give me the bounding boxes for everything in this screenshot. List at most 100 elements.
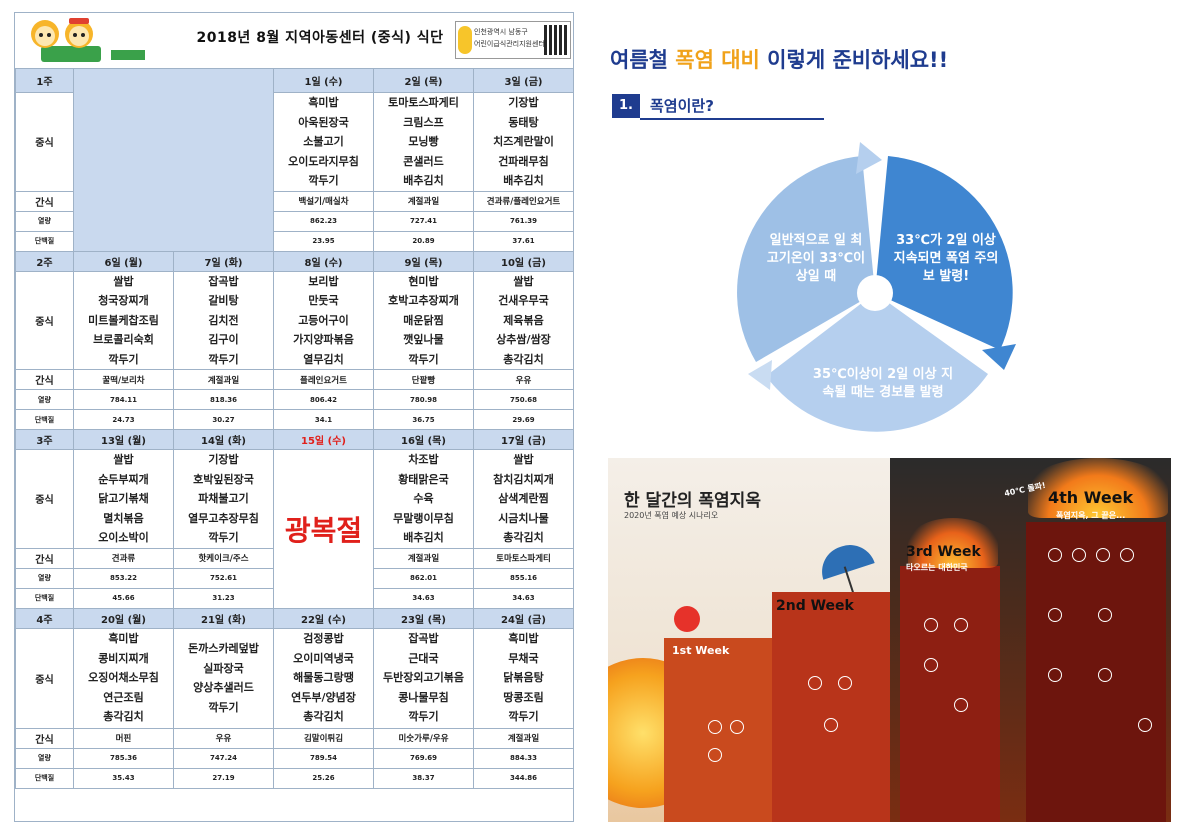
dish: 소불고기 xyxy=(303,135,344,148)
snack-cell: 계절과일 xyxy=(373,190,474,212)
dish: 총각김치 xyxy=(303,710,344,724)
lunch-label: 중식 xyxy=(15,92,74,192)
lunch-cell: 흑미밥 무채국 닭볶음탕 땅콩조림 깍두기 xyxy=(473,627,574,729)
snack-label: 간식 xyxy=(15,727,74,749)
section-title: 폭염이란? xyxy=(650,97,714,115)
day-header: 23일 (목) xyxy=(373,607,474,629)
dish: 검정콩밥 xyxy=(303,632,344,646)
week4-sublabel: 폭염지옥, 그 끝은... xyxy=(1056,511,1126,520)
info-icon xyxy=(1098,608,1112,622)
week4-protein-row: 단백질 35.43 27.19 25.26 38.37 344.86 xyxy=(15,767,574,789)
dish: 콩나물무침 xyxy=(398,690,449,704)
dish: 제육볶음 xyxy=(503,313,544,327)
dish: 만둣국 xyxy=(308,294,339,307)
info-icon xyxy=(1138,718,1152,732)
lunch-cell: 현미밥 호박고추장찌개 매운닭찜 깻잎나물 깍두기 xyxy=(373,270,474,370)
dish: 닭볶음탕 xyxy=(503,671,544,685)
dish: 잡곡밥 xyxy=(208,274,239,288)
lunch-cell: 흑미밥 아욱된장국 소불고기 오이도라지무침 깍두기 xyxy=(273,92,374,192)
protein-cell: 20.89 xyxy=(373,230,474,252)
dish: 멸치볶음 xyxy=(103,511,144,525)
cycle-segment-2 xyxy=(875,156,1013,350)
cycle-segment-3 xyxy=(766,293,988,432)
energy-cell: 853.22 xyxy=(73,567,174,589)
day-header: 17일 (금) xyxy=(473,429,574,450)
energy-label: 열량 xyxy=(15,210,74,232)
week4-label: 4주 xyxy=(15,607,74,629)
energy-cell: 785.36 xyxy=(73,747,174,769)
lunch-menu-sheet: 2018년 8월 지역아동센터 (중식) 식단 인천광역시 남동구 어린이급식관… xyxy=(14,12,574,822)
week3-energy-row: 열량 853.22 752.61 862.01 855.16 xyxy=(15,567,574,589)
lunch-cell: 쌀밥 참치김치찌개 삼색계란찜 시금치나물 총각김치 xyxy=(473,449,574,549)
arrow-head-icon xyxy=(856,142,882,174)
day-header: 13일 (월) xyxy=(73,429,174,450)
dish: 삼색계란찜 xyxy=(498,492,549,505)
day-header: 14일 (화) xyxy=(173,429,274,450)
info-icon xyxy=(954,698,968,712)
energy-cell: 761.39 xyxy=(473,210,574,232)
dish: 건새우무국 xyxy=(498,294,549,307)
dish: 순두부찌개 xyxy=(98,472,149,486)
energy-cell: 769.69 xyxy=(373,747,474,769)
protein-cell: 24.73 xyxy=(73,409,174,430)
section-number: 1. xyxy=(612,94,640,118)
day-header: 7일 (화) xyxy=(173,250,274,272)
week4-step xyxy=(1026,522,1166,822)
snack-cell: 토마토스파게티 xyxy=(473,547,574,569)
info-icon xyxy=(808,676,822,690)
week4-lunch-row: 중식 흑미밥 콩비지찌개 오징어채소무침 연근조림 총각김치 돈까스카레덮밥 실… xyxy=(15,627,574,729)
energy-cell: 784.11 xyxy=(73,389,174,410)
dish: 깍두기 xyxy=(508,710,539,724)
day-header: 24일 (금) xyxy=(473,607,574,629)
dish: 오징어채소무침 xyxy=(88,671,159,685)
dish: 고등어구이 xyxy=(298,313,349,327)
protein-cell: 36.75 xyxy=(373,409,474,430)
week2-snack-row: 간식 꿀떡/보리차 계절과일 플레인요거트 단팥빵 우유 xyxy=(15,369,574,390)
dish: 쌀밥 xyxy=(513,274,534,288)
protein-label: 단백질 xyxy=(15,409,74,430)
dish: 배추김치 xyxy=(503,174,544,187)
flame-icon xyxy=(908,518,998,568)
menu-table: 1주 1일 (수) 2일 (목) 3일 (금) 중식 흑미밥 아욱된장국 소불고… xyxy=(15,68,574,789)
dish: 두반장외고기볶음 xyxy=(383,671,464,685)
arrow-head-icon xyxy=(748,360,772,390)
snack-cell: 미숫가루/우유 xyxy=(373,727,474,749)
info-icon xyxy=(824,718,838,732)
dish: 모닝빵 xyxy=(408,135,439,148)
menu-title: 2018년 8월 지역아동센터 (중식) 식단 xyxy=(196,30,444,46)
week1-empty-block xyxy=(73,68,274,252)
dish: 청국장찌개 xyxy=(98,294,149,307)
week3-label: 3rd Week xyxy=(906,544,981,560)
energy-cell: 747.24 xyxy=(173,747,274,769)
cycle-text-1: 일반적으로 일 최고기온이 33℃이상일 때 xyxy=(766,233,866,284)
week2-label: 2주 xyxy=(15,250,74,272)
energy-label: 열량 xyxy=(15,389,74,410)
org-badge: 인천광역시 남동구 어린이급식관리지원센터 xyxy=(455,21,571,59)
info-icon xyxy=(1096,548,1110,562)
protein-label: 단백질 xyxy=(15,230,74,252)
info-icon xyxy=(1120,548,1134,562)
dish: 가지양파볶음 xyxy=(293,333,354,346)
week2-step xyxy=(772,592,890,822)
week4-day-row: 4주 20일 (월) 21일 (화) 22일 (수) 23일 (목) 24일 (… xyxy=(15,607,574,629)
energy-cell: 750.68 xyxy=(473,389,574,410)
dish: 해물동그랑땡 xyxy=(293,671,354,685)
dish: 오이미역냉국 xyxy=(293,651,354,665)
dish: 황태맑은국 xyxy=(398,472,449,486)
dish: 오이도라지무침 xyxy=(288,154,359,168)
info-icon xyxy=(838,676,852,690)
lunch-cell: 기장밥 동태탕 치즈계란말이 건파래무침 배추김치 xyxy=(473,92,574,192)
week1-lunch-row: 중식 흑미밥 아욱된장국 소불고기 오이도라지무침 깍두기 토마토스파게티 크림… xyxy=(15,92,574,192)
week3-step xyxy=(900,566,1000,822)
dish: 쌀밥 xyxy=(513,453,534,466)
dish: 흑미밥 xyxy=(308,96,339,109)
day-header: 6일 (월) xyxy=(73,250,174,272)
info-icon xyxy=(954,618,968,632)
protein-cell: 35.43 xyxy=(73,767,174,789)
snack-cell: 계절과일 xyxy=(373,547,474,569)
info-icon xyxy=(1048,608,1062,622)
dish: 깍두기 xyxy=(208,352,239,366)
title-accent: 폭염 xyxy=(675,48,714,72)
cycle-segment-1 xyxy=(737,156,875,362)
protein-cell: 34.63 xyxy=(373,587,474,609)
